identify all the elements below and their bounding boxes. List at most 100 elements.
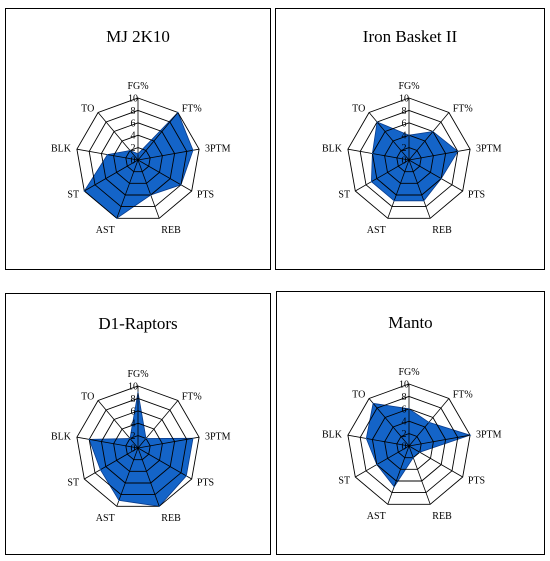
axis-spoke [408,445,431,505]
data-polygon [365,402,472,488]
data-polygon [83,111,194,219]
tick-label: 6 [131,406,136,417]
tick-label: 2 [131,143,136,154]
axis-label: FT% [182,391,202,402]
tick-label: 4 [131,131,136,142]
data-point [393,200,395,202]
data-point [83,190,85,192]
grid-ring [371,408,447,482]
data-point [376,121,378,123]
data-point [428,421,430,423]
tick-label: 10 [128,382,138,393]
axis-label: FT% [182,103,202,114]
data-point [376,464,378,466]
tick-label: 4 [402,417,407,428]
data-point [116,217,118,219]
axis-spoke [368,112,410,161]
data-point [371,152,373,155]
axis-spoke [387,445,410,505]
tick-label: 6 [131,118,136,129]
tick-label: 8 [402,106,407,117]
axis-spoke [408,159,431,219]
axis-label: FT% [453,389,473,400]
data-point [129,149,131,152]
axis-spoke [84,447,139,480]
grid-ring [371,122,447,196]
data-point [150,194,152,196]
grid-ring [125,147,151,173]
axis-label: ST [338,190,350,201]
axis-label: REB [161,513,181,524]
data-point [180,184,182,186]
data-point [457,150,459,152]
data-point [137,391,139,393]
grid-ring [347,383,471,505]
axis-label: FG% [398,81,419,92]
axis-label: TO [352,389,365,400]
axis-label: 3PTM [476,144,502,155]
tick-label: 8 [131,394,136,405]
axis-label: AST [96,225,115,236]
tick-label: 10 [399,380,409,391]
data-point [419,451,421,453]
tick-label: 2 [402,143,407,154]
data-point [106,154,109,156]
chart-title: MJ 2K10 [106,27,170,46]
tick-label: 10 [128,94,138,105]
data-point [192,437,194,439]
axis-label: BLK [51,432,72,443]
chart-title: Manto [388,313,433,332]
axis-label: ST [338,476,350,487]
axis-spoke [408,148,471,161]
data-point [393,486,395,488]
axis-spoke [137,159,192,192]
axis-spoke [137,447,192,480]
grid-ring [125,435,151,461]
axis-spoke [76,436,139,449]
data-point [99,469,101,471]
axis-label: TO [81,391,94,402]
axis-spoke [408,445,463,478]
chart-title: Iron Basket II [362,27,458,46]
data-point [365,437,367,440]
axis-spoke [347,434,410,447]
data-point [432,130,434,133]
axis-spoke [137,447,160,507]
tick-label: 4 [131,419,136,430]
axis-label: FT% [453,103,473,114]
tick-label: 0 [131,156,136,167]
axis-label: AST [96,513,115,524]
data-polygon [88,392,194,507]
axis-label: ST [67,478,79,489]
axis-label: BLK [322,430,343,441]
data-point [412,457,414,459]
axis-label: FG% [127,369,148,380]
axis-spoke [368,398,410,447]
axis-label: AST [367,511,386,522]
axis-label: FG% [398,367,419,378]
data-point [158,505,160,507]
grid-ring [347,97,471,219]
grid-ring [396,433,422,459]
axis-spoke [137,400,179,449]
axis-spoke [137,436,200,449]
grid-ring [100,410,176,484]
axis-spoke [137,159,160,219]
chart-title: D1-Raptors [98,314,178,333]
grid-ring [88,397,188,496]
grid-ring [76,385,200,507]
axis-spoke [137,148,200,161]
tick-label: 4 [402,131,407,142]
tick-label: 2 [402,429,407,440]
tick-label: 0 [402,156,407,167]
grid-ring [384,420,434,470]
data-point [408,134,410,136]
data-point [177,111,179,114]
axis-spoke [97,400,139,449]
axis-label: BLK [51,144,72,155]
axis-label: PTS [468,190,485,201]
